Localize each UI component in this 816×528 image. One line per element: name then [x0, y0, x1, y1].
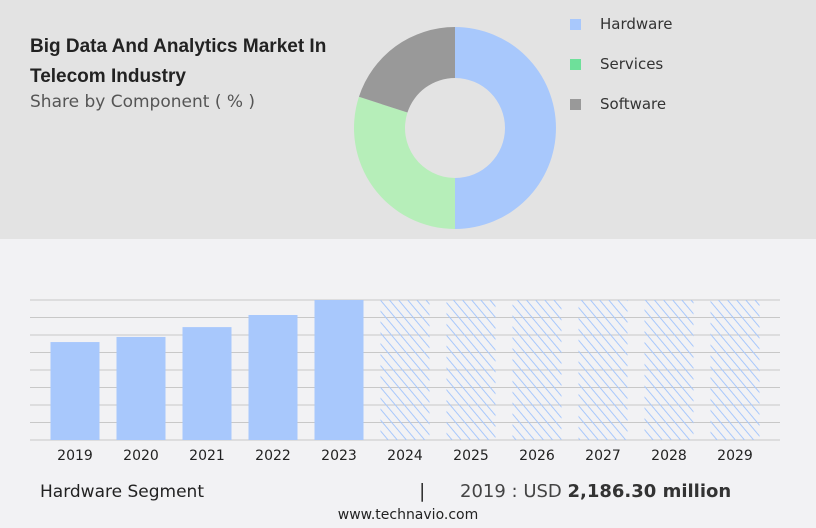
legend-label: Software — [600, 95, 667, 113]
x-tick-label: 2024 — [387, 448, 423, 464]
donut-slice-services — [353, 96, 455, 230]
bar-2023 — [314, 300, 364, 440]
legend-swatch — [570, 99, 581, 110]
bar-forecast-2026 — [512, 300, 562, 440]
x-tick-label: 2029 — [717, 448, 753, 464]
site-url[interactable]: www.technavio.com — [337, 507, 479, 523]
donut-slice-software — [358, 27, 455, 113]
bar-2022 — [248, 315, 298, 440]
legend-label: Services — [600, 55, 664, 73]
donut-chart — [353, 27, 556, 230]
legend-swatch — [570, 59, 581, 70]
value-amount: 2,186.30 million — [567, 481, 732, 502]
x-tick-label: 2019 — [57, 448, 93, 464]
donut-slice-hardware — [455, 27, 556, 229]
x-tick-label: 2025 — [453, 448, 489, 464]
x-axis-labels: 2019 2020 2021 2022 2023 2024 2025 2026 2027 2028… — [57, 448, 753, 464]
chart-title: Big Data And Analytics Market In Telecom… — [30, 36, 327, 87]
bar-forecast-2028 — [644, 300, 694, 440]
segment-label: Hardware Segment — [40, 482, 204, 502]
bar-forecast-2024 — [380, 300, 430, 440]
x-tick-label: 2020 — [123, 448, 159, 464]
bar-forecast-2027 — [578, 300, 628, 440]
bar-forecast-2029 — [710, 300, 760, 440]
chart-subtitle: Share by Component ( % ) — [30, 92, 256, 112]
x-tick-label: 2023 — [321, 448, 357, 464]
bar-series — [50, 300, 760, 440]
legend-swatch — [570, 19, 581, 30]
bar-forecast-2025 — [446, 300, 496, 440]
bar-2020 — [116, 336, 166, 440]
legend-hardware: Hardware — [570, 15, 672, 33]
segment-value: 2019 : USD 2,186.30 million — [460, 481, 731, 502]
x-tick-label: 2021 — [189, 448, 225, 464]
legend-services: Services — [570, 55, 663, 73]
bar-2021 — [182, 327, 232, 440]
value-prefix: 2019 : USD — [460, 481, 568, 502]
legend-software: Software — [570, 95, 666, 113]
x-tick-label: 2026 — [519, 448, 555, 464]
legend-label: Hardware — [600, 15, 673, 33]
x-tick-label: 2022 — [255, 448, 291, 464]
bar-2019 — [50, 342, 100, 440]
x-tick-label: 2028 — [651, 448, 687, 464]
separator: | — [419, 480, 426, 502]
x-tick-label: 2027 — [585, 448, 621, 464]
